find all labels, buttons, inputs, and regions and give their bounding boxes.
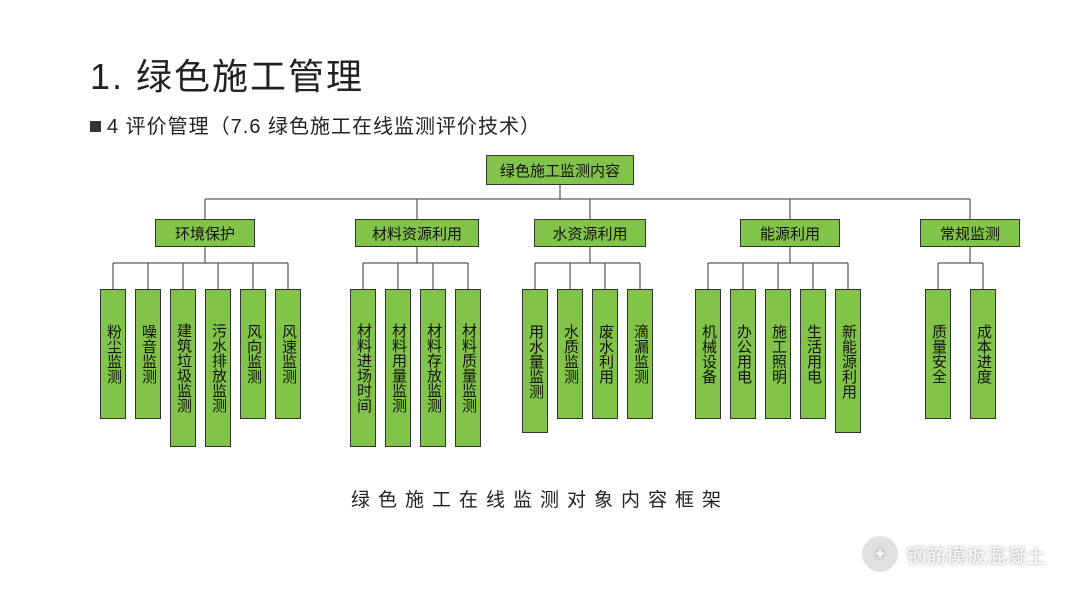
page-title: 1. 绿色施工管理: [90, 48, 990, 100]
leaf-node: 材料存放监测: [420, 289, 446, 447]
leaf-node: 成本进度: [970, 289, 996, 419]
bullet-icon: [90, 121, 101, 132]
group-node: 常规监测: [920, 219, 1020, 247]
leaf-node: 用水量监测: [522, 289, 548, 433]
leaf-node: 办公用电: [730, 289, 756, 419]
leaf-node: 建筑垃圾监测: [170, 289, 196, 447]
leaf-node: 风向监测: [240, 289, 266, 419]
leaf-node: 材料用量监测: [385, 289, 411, 447]
subtitle-text: 4 评价管理（7.6 绿色施工在线监测评价技术）: [107, 116, 541, 138]
diagram-caption: 绿色施工在线监测对象内容框架: [90, 485, 990, 512]
group-node: 环境保护: [155, 219, 255, 247]
leaf-node: 粉尘监测: [100, 289, 126, 419]
leaf-node: 水质监测: [557, 289, 583, 419]
leaf-node: 噪音监测: [135, 289, 161, 419]
leaf-node: 机械设备: [695, 289, 721, 419]
group-node: 能源利用: [740, 219, 840, 247]
watermark-text: 钢筋模板混凝土: [906, 540, 1046, 569]
watermark: ✦ 钢筋模板混凝土: [862, 536, 1046, 572]
leaf-node: 风速监测: [275, 289, 301, 419]
wechat-icon: ✦: [862, 536, 898, 572]
root-node: 绿色施工监测内容: [486, 155, 634, 185]
leaf-node: 材料质量监测: [455, 289, 481, 447]
leaf-node: 滴漏监测: [627, 289, 653, 419]
group-node: 水资源利用: [534, 219, 646, 247]
leaf-node: 污水排放监测: [205, 289, 231, 447]
leaf-node: 新能源利用: [835, 289, 861, 433]
leaf-node: 质量安全: [925, 289, 951, 419]
leaf-node: 材料进场时间: [350, 289, 376, 447]
leaf-node: 施工照明: [765, 289, 791, 419]
group-node: 材料资源利用: [355, 219, 479, 247]
leaf-node: 废水利用: [592, 289, 618, 419]
leaf-node: 生活用电: [800, 289, 826, 419]
page-subtitle: 4 评价管理（7.6 绿色施工在线监测评价技术）: [90, 110, 990, 139]
tree-diagram: 绿色施工监测内容环境保护粉尘监测噪音监测建筑垃圾监测污水排放监测风向监测风速监测…: [90, 155, 1030, 465]
